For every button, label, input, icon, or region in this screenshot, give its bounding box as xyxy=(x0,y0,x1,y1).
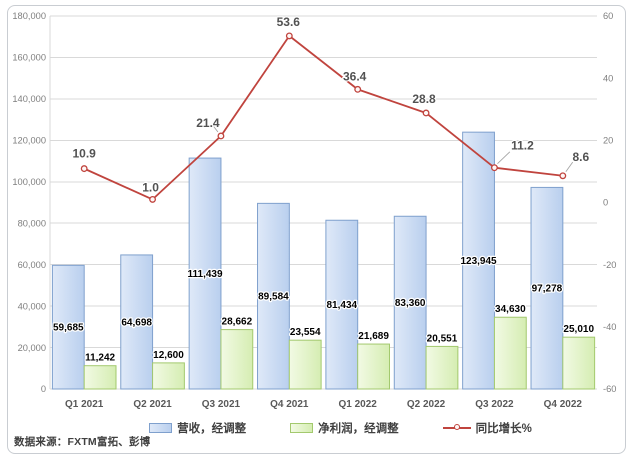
growth-value-label: 53.6 xyxy=(277,15,301,29)
revenue-value-label: 64,698 xyxy=(121,317,152,328)
revenue-bar xyxy=(257,202,290,390)
category-label: Q4 2021 xyxy=(270,399,309,410)
left-tick-label: 100,000 xyxy=(12,177,46,187)
right-tick-label: 20 xyxy=(603,136,613,146)
growth-value-label: 1.0 xyxy=(142,180,159,194)
growth-value-label: 36.4 xyxy=(343,69,367,83)
legend: 营收，经调整 净利润，经调整 同比增长% xyxy=(0,419,635,437)
category-labels: Q1 2021 Q2 2021 Q3 2021 Q4 2021 Q1 2022 Q2 20… xyxy=(65,399,582,410)
label-leader-lines xyxy=(213,126,574,173)
growth-value-label: 10.9 xyxy=(73,147,97,161)
bars xyxy=(51,131,596,390)
growth-value-label: 28.8 xyxy=(412,92,436,106)
line-marker-swatch-icon xyxy=(442,423,471,433)
legend-item-net-profit: 净利润，经调整 xyxy=(290,420,399,436)
growth-line xyxy=(83,34,563,201)
category-label: Q3 2022 xyxy=(475,399,514,410)
line-marker xyxy=(217,132,225,140)
revenue-value-label: 59,685 xyxy=(53,323,84,334)
net-profit-bar xyxy=(357,343,391,390)
right-tick-label: -60 xyxy=(603,384,616,394)
leader-line xyxy=(497,151,511,165)
line-marker xyxy=(149,195,157,203)
revenue-bar xyxy=(51,264,85,390)
legend-label-yoy-growth: 同比增长% xyxy=(475,423,532,435)
category-label: Q4 2022 xyxy=(544,399,583,410)
net-profit-bar xyxy=(425,345,459,390)
line-value-labels: 10.9 1.0 21.4 53.6 36.4 28.8 11.2 8.6 xyxy=(71,14,590,196)
legend-item-revenue: 营收，经调整 xyxy=(149,420,246,436)
left-tick-label: 80,000 xyxy=(18,218,46,228)
revenue-value-label: 83,360 xyxy=(395,298,426,309)
revenue-bar xyxy=(462,131,495,390)
left-tick-label: 180,000 xyxy=(12,11,46,21)
left-tick-label: 60,000 xyxy=(18,260,46,270)
right-tick-label: 0 xyxy=(603,198,608,208)
revenue-value-label: 97,278 xyxy=(532,284,563,295)
line-marker xyxy=(422,109,430,117)
net-profit-bar xyxy=(493,316,527,390)
legend-item-yoy-growth: 同比增长% xyxy=(442,420,532,436)
y-axis-left-labels: 180,000 160,000 140,000 120,000 100,000 80,00… xyxy=(12,11,46,394)
right-tick-label: 40 xyxy=(603,73,613,83)
left-tick-label: 140,000 xyxy=(12,94,46,104)
growth-line-path xyxy=(83,34,563,201)
net-profit-value-label: 28,662 xyxy=(222,317,253,328)
category-label: Q1 2021 xyxy=(65,399,104,410)
category-label: Q3 2021 xyxy=(202,399,241,410)
revenue-bar xyxy=(393,215,427,390)
left-tick-label: 40,000 xyxy=(18,301,46,311)
y-axis-right-labels: 60 40 20 0 -20 -40 -60 xyxy=(603,11,616,394)
right-tick-label: -20 xyxy=(603,260,616,270)
left-tick-label: 120,000 xyxy=(12,136,46,146)
left-tick-label: 20,000 xyxy=(18,343,46,353)
line-marker xyxy=(559,172,567,180)
growth-value-label: 8.6 xyxy=(572,150,589,164)
revenue-value-label: 123,945 xyxy=(460,256,497,267)
revenue-value-label: 89,584 xyxy=(258,292,289,303)
line-marker xyxy=(490,164,498,172)
right-tick-label: 60 xyxy=(603,11,613,21)
revenue-bar xyxy=(325,219,359,390)
net-profit-value-label: 11,242 xyxy=(85,353,115,364)
net-profit-swatch-icon xyxy=(290,423,314,433)
category-label: Q1 2022 xyxy=(339,399,378,410)
net-profit-bar xyxy=(220,329,254,390)
line-marker xyxy=(80,165,88,173)
legend-label-net-profit: 净利润，经调整 xyxy=(318,423,399,435)
growth-value-label: 11.2 xyxy=(511,139,534,153)
legend-label-revenue: 营收，经调整 xyxy=(177,423,247,435)
leader-line xyxy=(213,126,219,133)
net-profit-bar xyxy=(288,339,322,390)
revenue-value-label: 111,439 xyxy=(188,269,223,280)
net-profit-bar xyxy=(83,365,117,390)
source-note: 数据来源：FXTM富拓、彭博 xyxy=(14,436,151,448)
net-profit-value-label: 25,010 xyxy=(563,324,594,335)
bar-value-labels: 59,685 11,242 64,698 12,600 111,439 28,662 89,… xyxy=(52,255,596,365)
line-markers xyxy=(80,32,567,203)
leader-line xyxy=(565,161,574,173)
revenue-value-label: 81,434 xyxy=(327,300,358,311)
growth-value-label: 21.4 xyxy=(196,116,220,130)
line-marker xyxy=(285,32,293,40)
revenue-bar xyxy=(530,186,564,390)
net-profit-value-label: 20,551 xyxy=(427,333,458,344)
net-profit-value-label: 21,689 xyxy=(358,331,389,342)
net-profit-bar xyxy=(562,336,596,390)
left-tick-label: 160,000 xyxy=(12,53,46,63)
net-profit-value-label: 12,600 xyxy=(153,350,184,361)
net-profit-value-label: 23,554 xyxy=(290,327,321,338)
right-tick-label: -40 xyxy=(603,322,616,332)
category-label: Q2 2021 xyxy=(133,399,172,410)
net-profit-value-label: 34,630 xyxy=(495,304,526,315)
category-label: Q2 2022 xyxy=(407,399,446,410)
revenue-bar xyxy=(120,254,154,390)
revenue-swatch-icon xyxy=(149,423,173,433)
net-profit-bar xyxy=(152,362,185,390)
revenue-bar xyxy=(188,157,222,390)
line-marker xyxy=(354,85,362,93)
left-tick-label: 0 xyxy=(41,384,46,394)
